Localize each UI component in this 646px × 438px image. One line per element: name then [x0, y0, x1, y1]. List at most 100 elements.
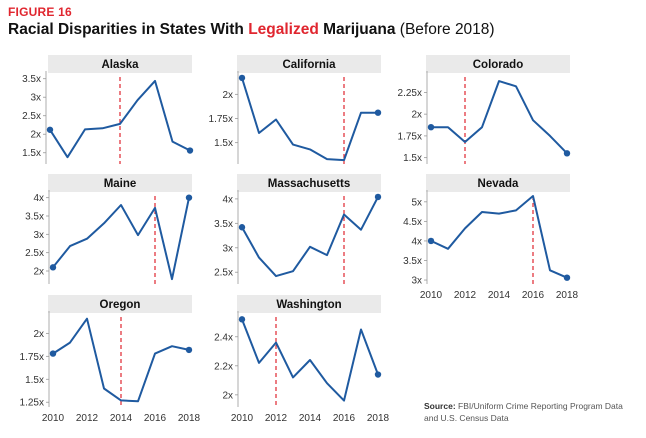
series-line — [52, 317, 190, 403]
x-tick-label: 2016 — [144, 413, 167, 424]
y-tick-label: 4.5x — [403, 217, 422, 228]
y-tick-label: 2x — [222, 390, 233, 401]
end-point — [185, 346, 193, 354]
series-line — [52, 197, 190, 281]
y-tick-label: 2.5x — [25, 248, 44, 259]
end-point — [563, 150, 571, 157]
x-tick-label: 2012 — [265, 413, 288, 424]
y-tick-label: 3x — [222, 243, 233, 254]
title-part1: Racial Disparities in States With — [8, 21, 249, 38]
y-tick-label: 1.25x — [20, 398, 44, 409]
x-tick-label: 2018 — [367, 413, 390, 424]
title-highlight: Legalized — [248, 21, 319, 38]
start-point — [49, 264, 57, 271]
end-point — [374, 193, 382, 201]
y-tick-label: 1.75x — [398, 131, 422, 142]
y-tick-label: 1.5x — [403, 153, 422, 164]
series-line — [49, 79, 191, 159]
panel-title: Nevada — [478, 178, 520, 190]
x-tick-label: 2014 — [299, 413, 322, 424]
panel-title: Colorado — [473, 59, 523, 71]
y-tick-label: 1.75x — [20, 352, 44, 363]
start-point — [49, 350, 57, 357]
start-point — [238, 224, 246, 231]
y-tick-label: 2x — [222, 90, 233, 101]
x-tick-label: 2018 — [556, 290, 579, 301]
start-point — [238, 316, 246, 323]
x-tick-label: 2016 — [522, 290, 545, 301]
end-point — [374, 371, 382, 378]
start-point — [46, 126, 54, 133]
panel-header — [426, 55, 570, 73]
y-tick-label: 2x — [411, 110, 422, 121]
y-tick-label: 3.5x — [214, 219, 233, 230]
start-point — [427, 124, 435, 131]
y-tick-label: 3.5x — [25, 212, 44, 223]
y-tick-label: 3.5x — [403, 256, 422, 267]
x-tick-label: 2010 — [42, 413, 65, 424]
y-tick-label: 2.25x — [398, 88, 422, 99]
panel-alaska: Alaska 1.5x 2x 2.5x 3x 3.5x — [22, 55, 194, 164]
y-tick-label: 1.5x — [214, 138, 233, 149]
figure-label: FIGURE 16 — [8, 5, 72, 19]
x-tick-label: 2010 — [420, 290, 443, 301]
source-note: Source: FBI/Uniform Crime Reporting Prog… — [424, 400, 624, 424]
y-tick-label: 2x — [33, 329, 44, 340]
x-tick-label: 2010 — [231, 413, 254, 424]
end-point — [563, 274, 571, 281]
panel-title: Maine — [104, 178, 137, 190]
y-tick-label: 2.5x — [214, 268, 233, 279]
panel-title: Oregon — [100, 299, 141, 311]
panel-header — [48, 55, 192, 73]
y-tick-label: 2x — [30, 130, 41, 141]
y-tick-label: 2.2x — [214, 361, 233, 372]
panel-maine: Maine 2x 2.5x 3x 3.5x 4x — [25, 174, 193, 284]
y-tick-label: 3x — [411, 276, 422, 287]
panel-massachusetts: Massachusetts 2.5x 3x 3.5x 4x — [214, 174, 382, 284]
y-tick-label: 4x — [222, 194, 233, 205]
panel-california: California 1.5x 1.75x 2x — [209, 55, 382, 164]
y-tick-label: 3.5x — [22, 74, 41, 85]
chart-title: Racial Disparities in States With Legali… — [8, 21, 495, 39]
source-text: FBI/Uniform Crime Reporting Program Data… — [424, 401, 623, 423]
x-tick-label: 2012 — [454, 290, 477, 301]
y-tick-label: 3x — [30, 93, 41, 104]
series-line — [241, 319, 379, 402]
y-tick-label: 1.75x — [209, 114, 233, 125]
y-tick-label: 1.5x — [22, 148, 41, 159]
panel-header — [48, 174, 192, 192]
end-point — [185, 194, 193, 201]
title-paren: (Before 2018) — [395, 21, 495, 38]
panel-header — [237, 295, 381, 313]
y-tick-label: 2x — [33, 267, 44, 278]
y-tick-label: 2.4x — [214, 332, 233, 343]
series-line — [241, 196, 379, 278]
x-tick-label: 2016 — [333, 413, 356, 424]
y-tick-label: 4x — [411, 236, 422, 247]
x-tick-label: 2018 — [178, 413, 201, 424]
series-line — [430, 195, 568, 279]
panel-nevada: Nevada 3x 3.5x 4x 4.5x 5x 2010 2012 2014 2016 2018 — [403, 174, 579, 301]
panel-title: Alaska — [101, 59, 139, 71]
series-line — [431, 80, 568, 154]
y-tick-label: 4x — [33, 193, 44, 204]
panel-title: Massachusetts — [268, 178, 350, 190]
panel-header — [237, 55, 381, 73]
start-point — [238, 74, 246, 82]
x-tick-label: 2014 — [110, 413, 133, 424]
panel-title: California — [282, 59, 336, 71]
panel-oregon: Oregon 1.25x 1.5x 1.75x 2x 2010 2012 2014 2016 20… — [20, 295, 201, 424]
panel-colorado: Colorado 1.5x 1.75x 2x 2.25x — [398, 55, 571, 164]
y-tick-label: 1.5x — [25, 375, 44, 386]
start-point — [427, 237, 435, 245]
panel-header — [48, 295, 192, 313]
end-point — [374, 109, 382, 116]
y-tick-label: 5x — [411, 197, 422, 208]
series-line — [241, 77, 378, 162]
panel-title: Washington — [276, 299, 341, 311]
x-tick-label: 2014 — [488, 290, 511, 301]
panel-header — [237, 174, 381, 192]
panel-washington: Washington 2x 2.2x 2.4x 2010 2012 2014 2016 2018 — [214, 295, 390, 424]
panel-header — [426, 174, 570, 192]
